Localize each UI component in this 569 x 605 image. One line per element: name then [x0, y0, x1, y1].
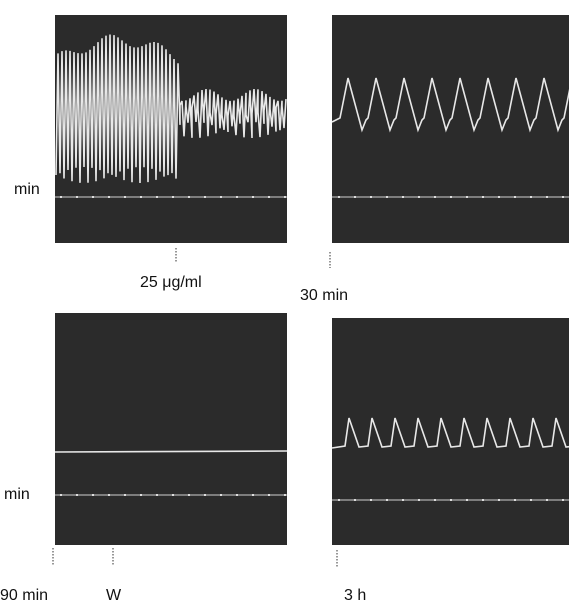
annotation: 25 μg/ml	[140, 274, 202, 291]
axis-label: min	[4, 486, 30, 503]
trace	[54, 450, 288, 453]
panel	[55, 313, 287, 545]
trace	[331, 77, 569, 133]
annotation: 3 h	[344, 587, 366, 604]
trace	[55, 34, 287, 184]
panel	[332, 318, 569, 545]
trace	[331, 417, 569, 449]
axis-label: min	[14, 181, 40, 198]
annotation: 30 min	[300, 287, 348, 304]
panel	[332, 15, 569, 243]
annotation: W	[106, 587, 122, 604]
annotation: 90 min	[0, 587, 48, 604]
traces	[55, 34, 569, 449]
